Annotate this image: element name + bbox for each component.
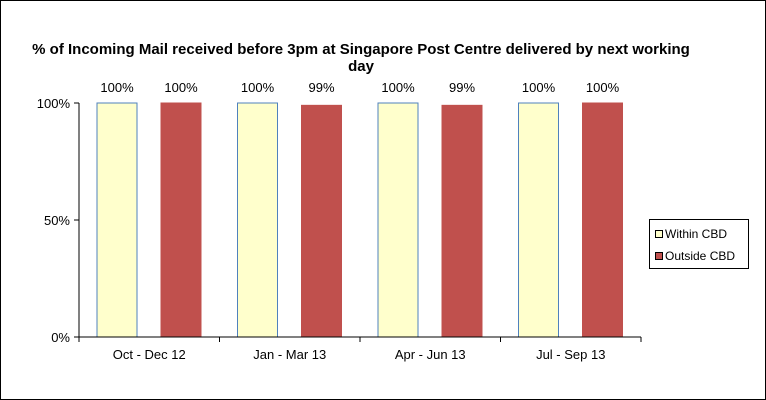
bar-within-cbd-2: [237, 102, 278, 338]
y-tick-label-100: 100%: [37, 96, 71, 111]
data-label-outside-cbd-2: 99%: [308, 80, 334, 95]
data-label-outside-cbd-3: 99%: [449, 80, 475, 95]
legend-swatch-within-cbd: [655, 230, 663, 238]
data-label-within-cbd-1: 100%: [100, 80, 134, 95]
bar-outside-cbd-4: [582, 102, 623, 338]
data-label-within-cbd-3: 100%: [381, 80, 415, 95]
x-tick-label-2: Jan - Mar 13: [253, 347, 326, 362]
bar-outside-cbd-1: [160, 102, 202, 338]
bar-within-cbd-1: [96, 102, 138, 338]
legend-swatch-outside-cbd: [655, 252, 663, 260]
x-tick-label-4: Jul - Sep 13: [536, 347, 605, 362]
bar-outside-cbd-3: [441, 104, 483, 338]
bar-within-cbd-3: [377, 102, 419, 338]
legend: Within CBD Outside CBD: [649, 219, 749, 269]
data-label-outside-cbd-1: 100%: [164, 80, 198, 95]
x-tick-label-3: Apr - Jun 13: [395, 347, 466, 362]
y-tick-label-0: 0%: [51, 330, 70, 345]
bar-within-cbd-4: [518, 102, 559, 338]
data-label-within-cbd-2: 100%: [241, 80, 275, 95]
bar-outside-cbd-2: [301, 104, 342, 338]
y-tick-label-50: 50%: [44, 213, 70, 228]
legend-label-outside-cbd: Outside CBD: [665, 249, 736, 263]
data-label-within-cbd-4: 100%: [522, 80, 556, 95]
chart-title: % of Incoming Mail received before 3pm a…: [32, 41, 690, 75]
data-label-outside-cbd-4: 100%: [586, 80, 620, 95]
legend-label-within-cbd: Within CBD: [665, 227, 728, 241]
x-tick-label-1: Oct - Dec 12: [113, 347, 186, 362]
